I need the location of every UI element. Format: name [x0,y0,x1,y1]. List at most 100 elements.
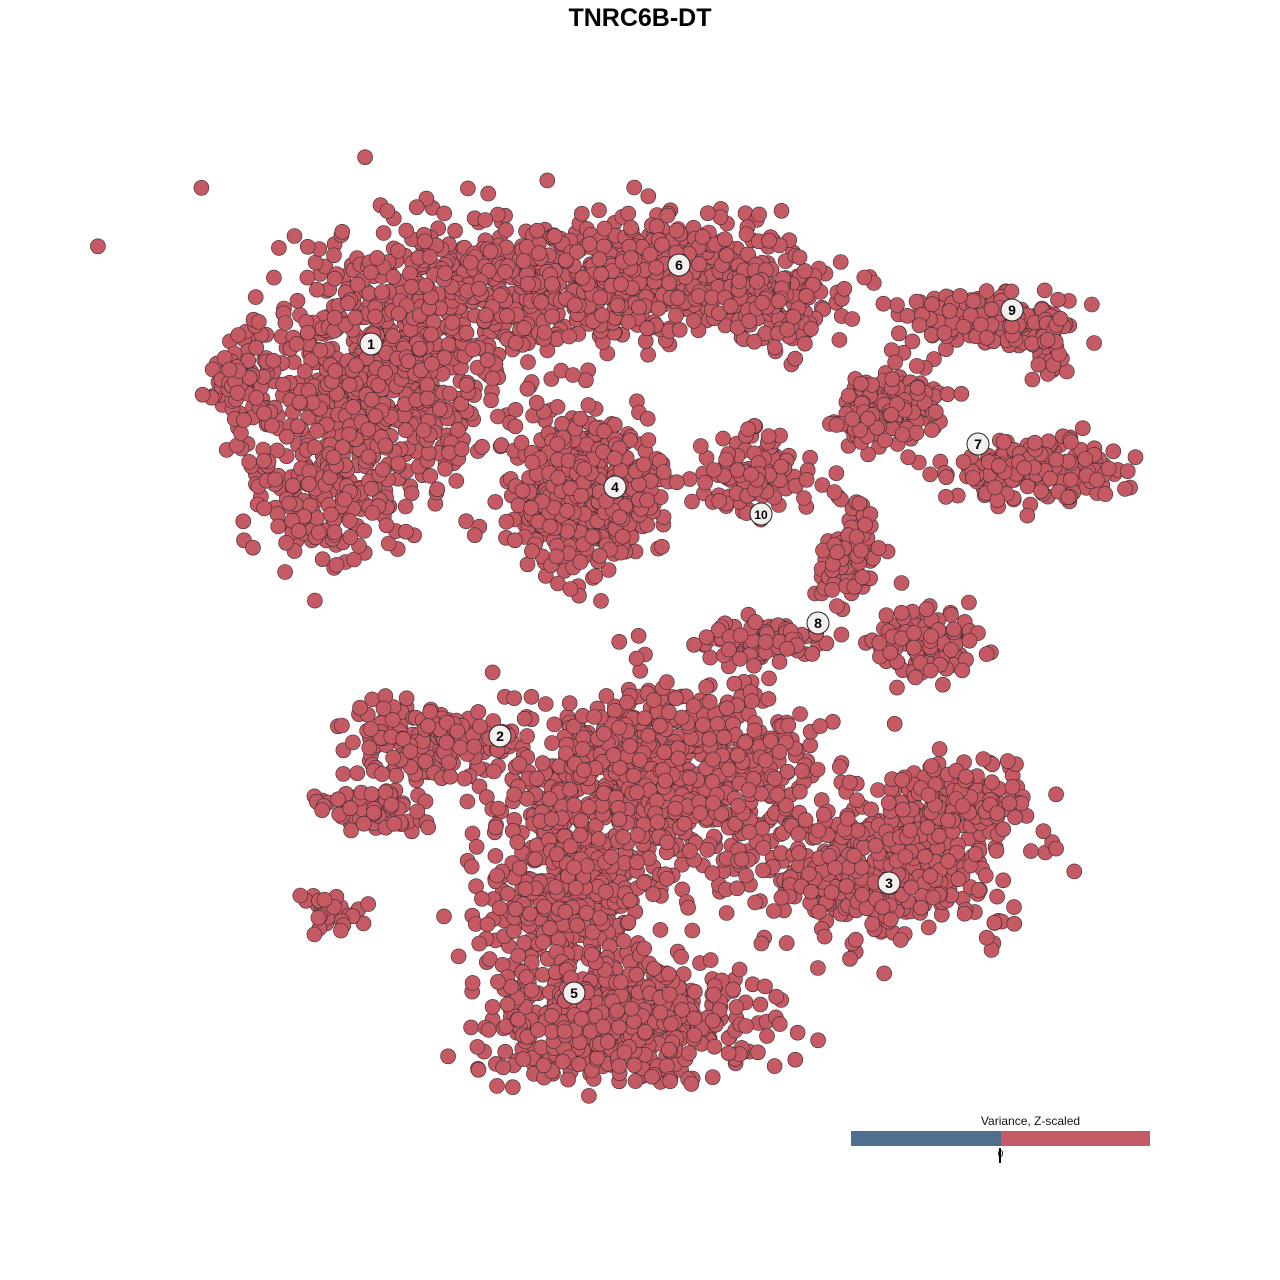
data-point [507,401,524,418]
data-point [459,793,476,810]
data-point [851,495,868,512]
data-point [471,935,488,952]
data-point [386,815,403,832]
data-point [448,473,465,489]
data-point [419,377,436,393]
data-point [625,767,642,784]
data-point [639,320,656,337]
data-point [417,753,434,770]
data-point [422,248,438,265]
data-point [1040,433,1057,450]
data-point [440,1048,456,1065]
data-point [292,887,309,904]
data-point [374,766,390,782]
data-point [938,469,955,486]
data-point [367,408,384,424]
data-point [612,276,629,293]
data-point [529,222,546,239]
data-point [509,834,526,851]
data-point [464,825,481,842]
data-point [609,297,626,314]
data-point [730,747,746,764]
data-point [761,232,777,249]
data-point [757,634,774,650]
data-point [659,870,675,887]
data-point [544,276,560,292]
data-point [629,827,646,843]
data-point [466,738,483,755]
data-point [490,800,507,817]
data-point [717,231,733,247]
data-point [316,891,333,908]
data-point [520,354,536,370]
data-point [284,477,301,494]
data-point [336,491,353,508]
data-point [907,669,924,686]
data-point [516,320,532,336]
data-point [519,380,536,397]
data-point [684,922,701,939]
data-point [961,594,977,611]
data-point [505,923,522,939]
data-point [385,269,402,285]
data-point [466,527,483,544]
data-point [281,495,297,512]
data-point [548,548,565,565]
data-point [923,628,939,644]
data-point [645,886,661,903]
data-point [1048,451,1064,468]
data-point [592,910,608,926]
data-point [348,357,364,374]
data-point [307,592,323,609]
data-point [524,454,541,471]
data-point [230,327,247,343]
data-point [844,411,861,427]
data-point [377,364,394,381]
data-point [922,466,939,483]
data-point [573,812,589,829]
data-point [544,735,560,751]
data-point [444,314,461,331]
data-point [471,280,487,297]
data-point [549,846,565,863]
data-point [535,934,551,950]
data-point [893,575,910,591]
data-point [346,551,362,568]
data-point [1119,463,1136,480]
data-point [436,908,452,925]
data-point [779,321,796,338]
data-point [918,601,935,618]
data-point [397,498,414,515]
data-point [291,394,308,411]
data-point [383,796,400,813]
data-point [534,966,551,983]
data-point [523,500,539,516]
data-point [542,518,559,535]
data-point [506,786,523,803]
data-point [623,250,639,266]
data-point [438,734,455,751]
data-point [743,693,760,709]
data-point [491,900,508,916]
data-point [513,434,530,451]
data-point [676,815,693,832]
data-point [515,253,532,269]
data-point [1086,335,1102,351]
data-point [716,729,732,746]
data-point [534,755,551,771]
data-point [681,471,698,487]
data-point [447,222,463,239]
data-point [402,743,419,760]
data-point [364,505,381,521]
data-point [1084,296,1100,313]
data-point [514,482,531,499]
data-point [507,901,524,918]
data-point [824,582,840,598]
data-point [328,557,345,573]
data-point [341,377,358,393]
data-point [507,334,524,351]
data-point [267,471,283,488]
data-point [349,765,366,782]
data-point [592,289,609,306]
data-point [266,269,282,286]
